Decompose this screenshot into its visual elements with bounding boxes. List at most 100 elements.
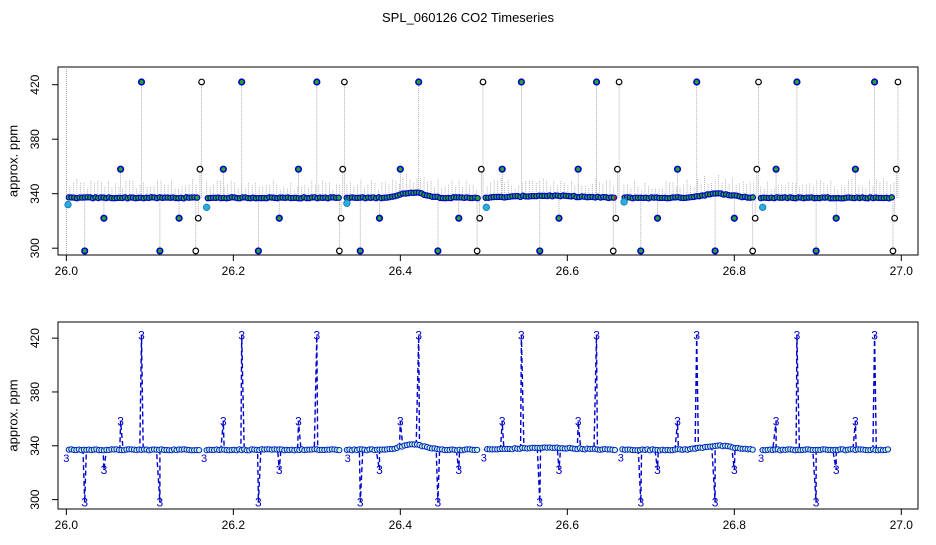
raw-point (192, 247, 200, 255)
baseline-point (474, 446, 481, 453)
outlier-point (137, 78, 146, 86)
y-tick-label: 340 (28, 435, 42, 455)
outlier-point (498, 165, 506, 173)
x-tick-label: 26.0 (55, 264, 79, 278)
point-label: 3 (81, 495, 88, 509)
plot-frame (57, 321, 919, 510)
outlier-point (156, 247, 164, 255)
baseline-label: 3 (63, 453, 69, 465)
baseline-label: 3 (201, 453, 207, 465)
raw-point (479, 78, 487, 86)
y-tick-label: 420 (28, 328, 42, 348)
outlier-point (313, 78, 321, 86)
raw-point (477, 165, 485, 173)
baseline-point (193, 194, 201, 201)
flag-point (202, 203, 211, 212)
raw-point (614, 165, 621, 173)
outlier-point (870, 78, 879, 86)
y-axis: 300 340 380 420 (28, 74, 58, 258)
point-label: 3 (852, 415, 859, 429)
series-segment (66, 335, 197, 503)
raw-point (196, 165, 204, 173)
point-label: 3 (536, 495, 543, 509)
flag-point (343, 199, 351, 207)
point-labels: 3 3 3 3 3 3 3 3 3 3 3 3 3 3 3 3 3 3 3 3 3 3 3 3 3 3 3 3 3 3 3 3 3 3 3 3 3 3 3 3… (63, 328, 878, 509)
outlier-point (574, 165, 582, 173)
outlier-point (396, 165, 404, 173)
raw-point (473, 247, 481, 255)
y-tick-label: 340 (28, 183, 42, 203)
outlier-point (851, 165, 859, 173)
point-label: 3 (499, 415, 506, 429)
outlier-point (219, 165, 227, 173)
outlier-point (434, 247, 442, 255)
point-label: 3 (276, 463, 283, 477)
x-tick-label: 26.8 (723, 518, 747, 532)
raw-point (889, 247, 897, 255)
point-label: 3 (357, 495, 364, 509)
y-tick-label: 300 (28, 489, 42, 509)
raw-point (194, 214, 202, 222)
baseline-point (474, 194, 481, 202)
x-tick-label: 27.0 (890, 518, 914, 532)
point-label: 3 (101, 463, 108, 477)
y-tick-label: 380 (28, 129, 42, 149)
x-tick-label: 26.2 (222, 518, 246, 532)
raw-point (755, 78, 762, 86)
point-label: 3 (397, 415, 404, 429)
x-axis: 26.0 26.2 26.4 26.6 26.8 27.0 (55, 509, 914, 532)
point-label: 3 (238, 328, 245, 342)
y-axis-label: approx. ppm (5, 379, 20, 451)
flag-point (482, 203, 491, 212)
point-label: 3 (575, 415, 582, 429)
point-label: 3 (794, 328, 801, 342)
dashed-series (66, 335, 887, 503)
baseline-point (749, 446, 756, 453)
x-tick-label: 26.6 (556, 518, 580, 532)
outlier-point (294, 165, 303, 173)
outlier-point (455, 214, 463, 222)
outlier-point (175, 214, 183, 222)
point-label: 3 (833, 463, 840, 477)
baseline-label: 3 (481, 453, 487, 465)
baseline-label: 3 (618, 453, 624, 465)
x-tick-label: 26.6 (556, 264, 580, 278)
y-axis: 300 340 380 420 (28, 328, 58, 510)
outlier-point (592, 78, 601, 86)
outlier-point (238, 78, 246, 86)
point-label: 3 (593, 328, 600, 342)
baseline-point (749, 194, 757, 201)
baseline-points (65, 441, 892, 454)
point-label: 3 (138, 328, 145, 342)
raw-point (339, 165, 347, 173)
accent-point (613, 196, 617, 199)
raw-point (612, 214, 620, 222)
point-label: 3 (712, 495, 719, 509)
y-tick-label: 420 (28, 74, 42, 94)
outlier-point (275, 214, 283, 222)
x-tick-label: 26.2 (222, 264, 246, 278)
flag-point (64, 200, 72, 209)
x-axis: 26.0 26.2 26.4 26.6 26.8 27.0 (55, 255, 913, 278)
point-label: 3 (731, 463, 738, 477)
outlier-point (375, 214, 384, 222)
outlier-point (356, 247, 364, 255)
x-tick-label: 26.8 (723, 264, 747, 278)
plot-area: 3 3 3 3 3 3 3 3 3 3 3 3 3 3 3 3 3 3 3 3 3 3 3 3 3 3 3 3 3 3 3 3 3 3 3 3 3 3 3 3… (63, 328, 892, 509)
outlier-point (711, 247, 719, 255)
flag-point (758, 203, 767, 212)
outlier-point (812, 247, 820, 255)
point-label: 3 (255, 495, 262, 509)
baseline-point (888, 194, 895, 201)
outlier-point (832, 214, 840, 222)
outlier-point (536, 247, 544, 255)
point-label: 3 (435, 495, 442, 509)
series-segment (621, 335, 752, 503)
y-tick-label: 380 (28, 382, 42, 402)
raw-point (891, 214, 899, 222)
x-tick-label: 26.4 (389, 518, 413, 532)
plot-frame (57, 66, 919, 256)
series-segment (346, 335, 477, 503)
panel-top: 26.0 26.2 26.4 26.6 26.8 27.0 300 340 380 420 appr… (5, 66, 919, 278)
